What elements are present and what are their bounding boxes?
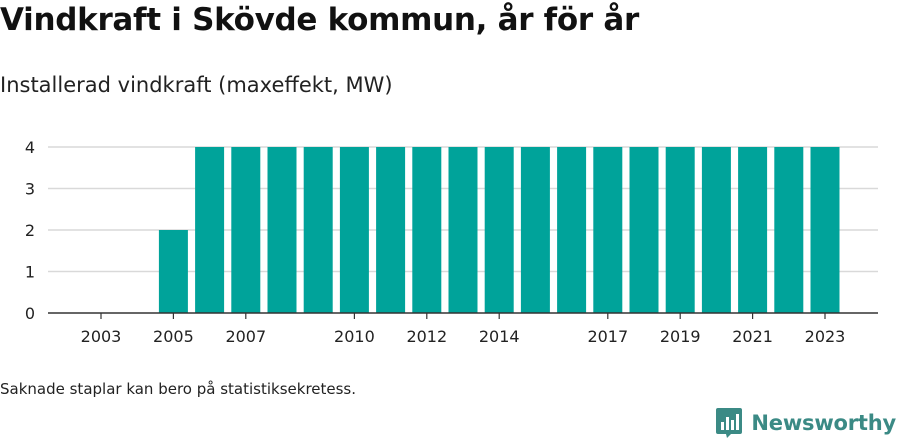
axes: 0 1 2 3 4 2003 2005 2007 2010 2012 2014 2017 2019 202…	[25, 138, 878, 346]
x-tick-label: 2021	[732, 327, 773, 346]
x-tick-label: 2019	[660, 327, 701, 346]
y-tick-label: 4	[25, 138, 35, 157]
bar-2023	[810, 147, 840, 313]
bar-2021	[738, 147, 768, 313]
bar-2014	[484, 147, 514, 313]
x-tick-label: 2014	[479, 327, 520, 346]
x-tick-label: 2012	[406, 327, 447, 346]
bar-2005	[158, 230, 188, 313]
chart-subtitle: Installerad vindkraft (maxeffekt, MW)	[0, 73, 393, 97]
y-tick-label: 0	[25, 304, 35, 323]
bar-2022	[774, 147, 804, 313]
y-tick-label: 3	[25, 180, 35, 199]
bar-2007	[231, 147, 261, 313]
x-tick-label: 2017	[587, 327, 628, 346]
chart-title: Vindkraft i Skövde kommun, år för år	[0, 2, 639, 38]
bar-2006	[195, 147, 225, 313]
bars	[158, 147, 840, 313]
bar-chart: 0 1 2 3 4 2003 2005 2007 2010 2012 2014 2017 2019 202…	[25, 138, 878, 346]
brand-logo: Newsworthy	[715, 405, 896, 441]
bar-2008	[267, 147, 297, 313]
x-tick-label: 2010	[334, 327, 375, 346]
footnote: Saknade staplar kan bero på statistiksek…	[0, 380, 357, 398]
x-tick-label: 2007	[225, 327, 266, 346]
x-tick-label: 2005	[153, 327, 194, 346]
bar-2018	[629, 147, 659, 313]
bar-2017	[593, 147, 623, 313]
bar-2011	[376, 147, 406, 313]
bar-2013	[448, 147, 478, 313]
bar-2010	[339, 147, 369, 313]
bar-2016	[557, 147, 587, 313]
y-tick-label: 2	[25, 221, 35, 240]
x-tick-label: 2023	[805, 327, 846, 346]
bar-2009	[303, 147, 333, 313]
x-tick-label: 2003	[81, 327, 122, 346]
bar-2012	[412, 147, 442, 313]
bar-chart-speech-bubble-icon	[716, 408, 743, 438]
bar-2020	[701, 147, 731, 313]
bar-2015	[520, 147, 550, 313]
brand-name: Newsworthy	[751, 411, 896, 435]
y-tick-label: 1	[25, 263, 35, 282]
bar-2019	[665, 147, 695, 313]
